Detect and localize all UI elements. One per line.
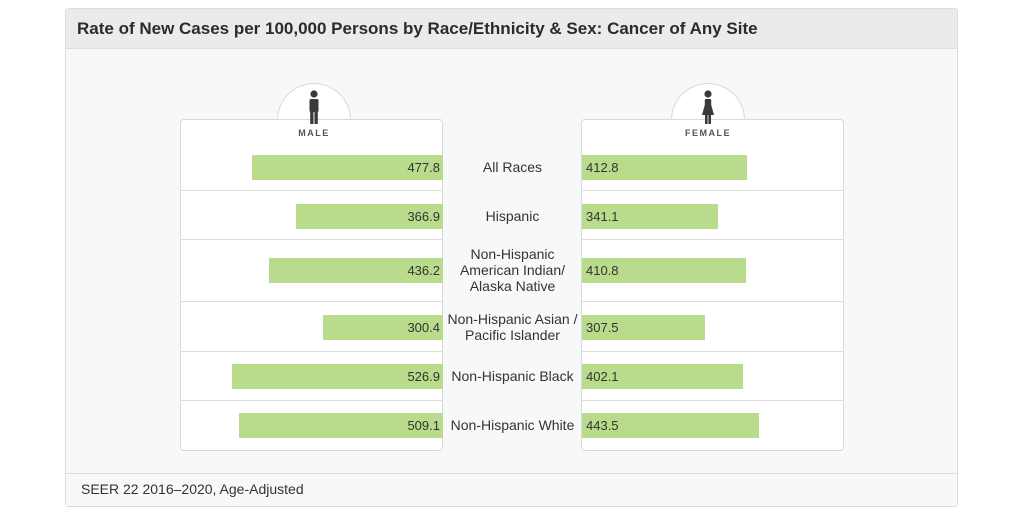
- male-value-label: 526.9: [407, 368, 440, 384]
- male-bar: [232, 363, 443, 389]
- row-divider: [582, 190, 843, 191]
- female-value-label: 402.1: [586, 368, 619, 384]
- female-bar: [582, 363, 743, 389]
- female-value-label: 410.8: [586, 262, 619, 278]
- row-divider: [181, 400, 442, 401]
- footnote: SEER 22 2016–2020, Age-Adjusted: [81, 481, 304, 497]
- row-divider: [582, 351, 843, 352]
- female-icon: [702, 90, 714, 124]
- male-label: MALE: [298, 128, 330, 138]
- male-value-label: 436.2: [407, 262, 440, 278]
- female-value-label: 341.1: [586, 208, 619, 224]
- category-label: Non-Hispanic Black: [451, 368, 574, 384]
- card-footer: SEER 22 2016–2020, Age-Adjusted: [66, 473, 957, 506]
- female-value-label: 412.8: [586, 159, 619, 175]
- male-bar: [268, 257, 443, 283]
- male-icon: [309, 90, 319, 124]
- female-bar: [582, 314, 705, 340]
- female-bar: [582, 412, 760, 438]
- male-bar: [322, 314, 443, 340]
- row-divider: [181, 190, 442, 191]
- row-divider: [181, 301, 442, 302]
- male-value-label: 477.8: [407, 159, 440, 175]
- female-label: FEMALE: [685, 128, 731, 138]
- row-divider: [582, 400, 843, 401]
- row-divider: [582, 301, 843, 302]
- category-label: All Races: [482, 159, 543, 175]
- male-bar: [296, 203, 443, 229]
- category-label: Non-Hispanic American Indian/Alaska Nativ…: [459, 246, 566, 294]
- female-bar: [582, 154, 748, 180]
- row-divider: [181, 351, 442, 352]
- card-header: Rate of New Cases per 100,000 Persons by…: [66, 9, 957, 49]
- chart-title: Rate of New Cases per 100,000 Persons by…: [77, 19, 758, 38]
- female-bar: [582, 257, 747, 283]
- male-bar: [239, 412, 443, 438]
- category-label: Non-Hispanic Asian / Pacific Islander: [447, 311, 578, 343]
- male-bar: [251, 154, 443, 180]
- row-divider: [181, 239, 442, 240]
- male-value-label: 300.4: [407, 319, 440, 335]
- female-value-label: 307.5: [586, 319, 619, 335]
- row-divider: [582, 239, 843, 240]
- male-value-label: 509.1: [407, 417, 440, 433]
- female-bar: [582, 203, 719, 229]
- female-value-label: 443.5: [586, 417, 619, 433]
- category-label: Non-Hispanic White: [450, 417, 575, 433]
- category-label: Hispanic: [485, 208, 540, 224]
- male-value-label: 366.9: [407, 208, 440, 224]
